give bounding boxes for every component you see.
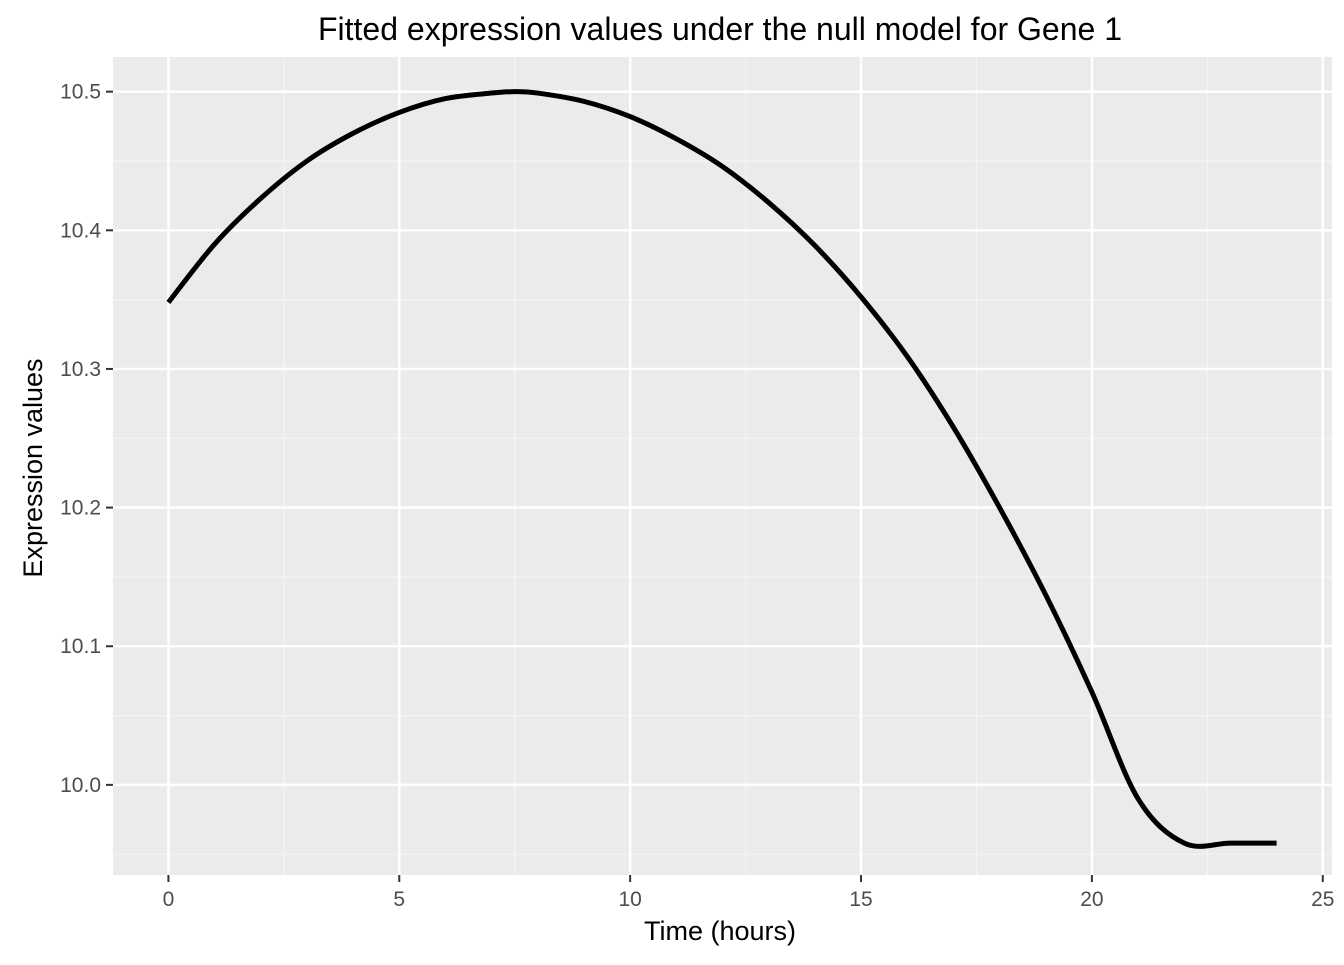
plot-panel bbox=[113, 57, 1332, 875]
y-tick-label: 10.3 bbox=[60, 358, 101, 381]
x-tick-label: 15 bbox=[849, 888, 872, 911]
major-gridlines bbox=[113, 57, 1332, 875]
x-tick-label: 20 bbox=[1080, 888, 1103, 911]
minor-gridlines bbox=[113, 57, 1332, 875]
y-tick-label: 10.1 bbox=[60, 635, 101, 658]
y-axis-title: Expression values bbox=[18, 358, 48, 577]
x-tick-label: 0 bbox=[163, 888, 175, 911]
y-axis-ticks: 10.0 10.1 10.2 10.3 10.4 10.5 bbox=[60, 81, 113, 797]
y-tick-label: 10.5 bbox=[60, 81, 101, 104]
y-tick-label: 10.4 bbox=[60, 219, 101, 242]
series-line bbox=[166, 89, 1277, 849]
x-axis-title: Time (hours) bbox=[644, 916, 796, 946]
x-tick-label: 5 bbox=[393, 888, 405, 911]
chart-title: Fitted expression values under the null … bbox=[318, 11, 1122, 47]
x-axis-ticks: 0 5 10 15 20 25 bbox=[163, 875, 1334, 911]
x-tick-label: 25 bbox=[1311, 888, 1334, 911]
x-tick-label: 10 bbox=[618, 888, 641, 911]
y-tick-label: 10.2 bbox=[60, 497, 101, 520]
series-layer bbox=[166, 89, 1277, 849]
y-tick-label: 10.0 bbox=[60, 774, 101, 797]
